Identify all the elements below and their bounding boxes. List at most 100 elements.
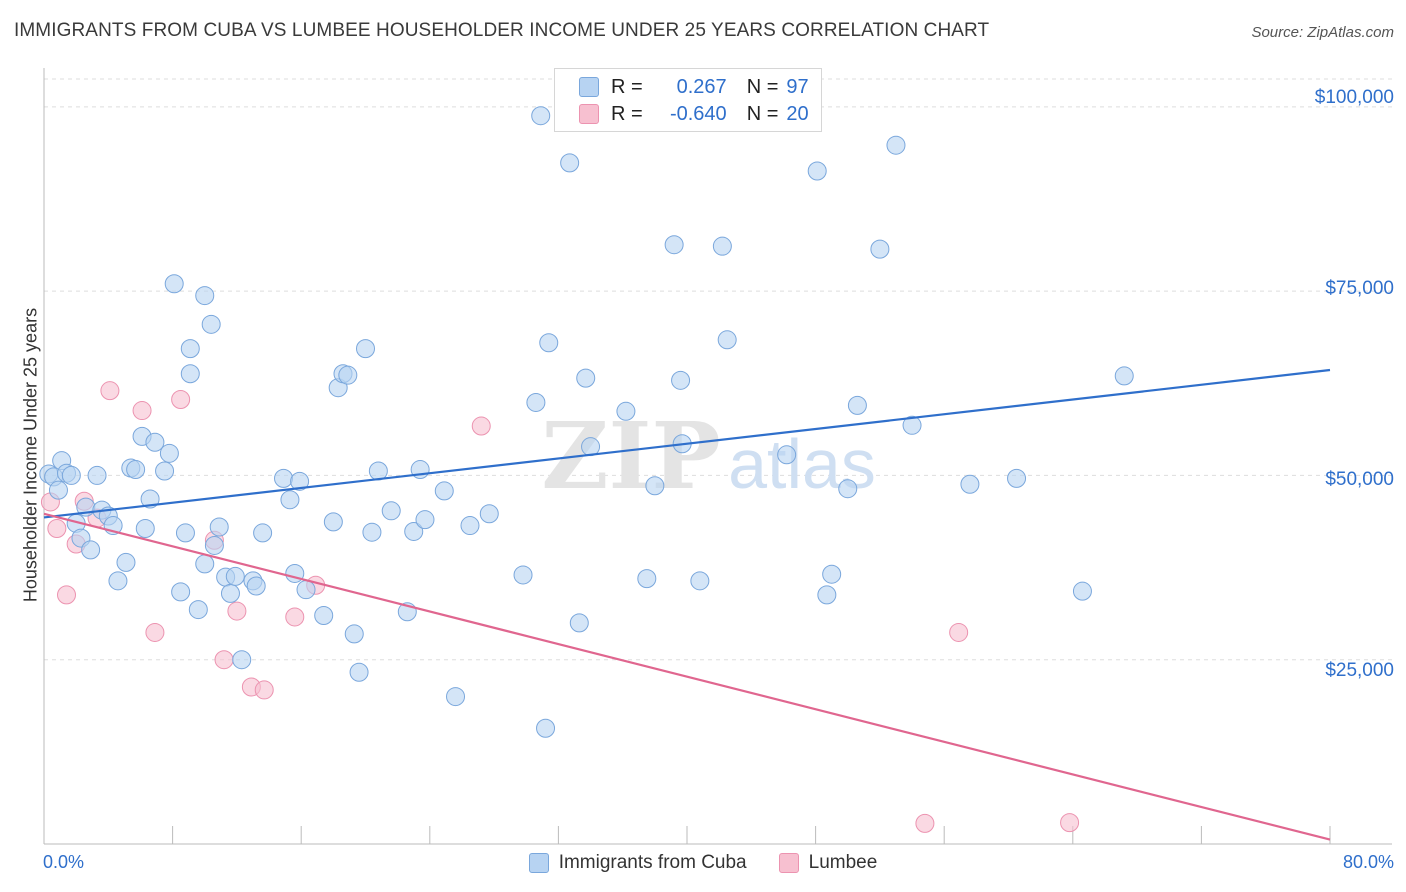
watermark: ZIP atlas: [541, 402, 876, 510]
cuba-point: [434, 481, 454, 501]
chart-title: IMMIGRANTS FROM CUBA VS LUMBEE HOUSEHOLD…: [14, 20, 990, 41]
cuba-point: [314, 605, 334, 625]
cuba-legend-swatch-icon: [528, 853, 549, 873]
cuba-point: [188, 600, 208, 620]
cuba-point: [777, 445, 797, 465]
cuba-point: [220, 583, 240, 603]
cuba-point: [140, 489, 160, 509]
legend-item-lumbee[interactable]: Lumbee: [778, 852, 878, 874]
cuba-point: [171, 582, 191, 602]
cuba-point: [560, 153, 580, 173]
y-tick-50000: $50,000: [1325, 469, 1394, 490]
cuba-point: [290, 471, 310, 491]
lumbee-legend-label: Lumbee: [808, 852, 878, 873]
cuba-point: [296, 580, 316, 600]
lumbee-point: [227, 601, 247, 621]
axes: [43, 68, 1392, 845]
cuba-point: [717, 330, 737, 350]
cuba-point: [531, 106, 551, 126]
cuba-point: [344, 624, 364, 644]
x-tick-max: 80.0%: [1342, 852, 1394, 872]
cuba-point: [204, 535, 224, 555]
cuba-trend-line: [43, 368, 1331, 519]
cuba-point: [526, 392, 546, 412]
cuba-point: [246, 576, 266, 596]
cuba-point: [902, 415, 922, 435]
cuba-point: [155, 461, 175, 481]
cuba-point: [280, 490, 300, 510]
cuba-point: [1114, 366, 1134, 386]
cuba-point: [349, 662, 369, 682]
series-legend: Immigrants from Cuba Lumbee: [0, 852, 1406, 874]
cuba-point: [960, 474, 980, 494]
cuba-point: [81, 540, 101, 560]
cuba-point: [807, 161, 827, 181]
cuba-point: [195, 286, 215, 306]
cuba-point: [381, 501, 401, 521]
n-label: N =: [746, 102, 779, 125]
cuba-point: [479, 504, 499, 524]
lumbee-point: [100, 381, 120, 401]
cuba-point: [145, 432, 165, 452]
cuba-point: [645, 476, 665, 496]
cuba-point: [116, 552, 136, 572]
cuba-point: [159, 443, 179, 463]
cuba-n-value: 97: [786, 75, 809, 98]
cuba-point: [126, 460, 146, 480]
cuba-point: [886, 135, 906, 155]
cuba-point: [362, 522, 382, 542]
cuba-point: [847, 395, 867, 415]
cuba-point: [87, 465, 107, 485]
cuba-point: [323, 512, 343, 532]
cuba-point: [201, 314, 221, 334]
cuba-point: [404, 521, 424, 541]
cuba-point: [253, 523, 273, 543]
cuba-point: [513, 565, 533, 585]
y-axis-label: Householder Income Under 25 years: [20, 307, 41, 603]
y-tick-100000: $100,000: [1314, 87, 1394, 108]
legend-row-lumbee: R = -0.640 N = 20: [579, 102, 809, 126]
cuba-point: [817, 585, 837, 605]
lumbee-point: [254, 680, 274, 700]
lumbee-point: [915, 813, 935, 833]
r-label: R =: [611, 102, 643, 125]
cuba-point: [209, 517, 229, 537]
cuba-point: [180, 364, 200, 384]
r-label: R =: [611, 75, 643, 98]
trend-lines: [43, 368, 1331, 841]
x-tick-min: 0.0%: [43, 852, 85, 872]
cuba-point: [175, 523, 195, 543]
n-label: N =: [746, 75, 779, 98]
y-tick-75000: $75,000: [1325, 278, 1394, 299]
lumbee-point: [132, 401, 152, 421]
cuba-point: [576, 368, 596, 388]
legend-item-cuba[interactable]: Immigrants from Cuba: [528, 852, 747, 874]
lumbee-r-value: -0.640: [669, 102, 727, 125]
cuba-point: [48, 480, 68, 500]
cuba-point: [338, 365, 358, 385]
cuba-point: [822, 564, 842, 584]
cuba-point: [671, 370, 691, 390]
gridlines: [44, 78, 1392, 661]
source-credit: Source: ZipAtlas.com: [1251, 24, 1394, 41]
legend-row-cuba: R = 0.267 N = 97: [579, 75, 809, 99]
cuba-point: [108, 571, 128, 591]
cuba-point: [712, 236, 732, 256]
cuba-point: [870, 239, 890, 259]
cuba-r-value: 0.267: [676, 75, 727, 98]
lumbee-n-value: 20: [786, 102, 809, 125]
cuba-point: [1007, 468, 1027, 488]
cuba-point: [164, 274, 184, 294]
cuba-point: [135, 519, 155, 539]
lumbee-point: [57, 585, 77, 605]
lumbee-point: [471, 416, 491, 436]
lumbee-point: [171, 390, 191, 410]
cuba-point: [569, 613, 589, 633]
cuba-point: [356, 339, 375, 359]
cuba-point: [838, 479, 858, 499]
cuba-point: [180, 339, 200, 359]
cuba-point: [664, 235, 684, 255]
lumbee-trend-line: [43, 512, 1331, 841]
lumbee-point: [214, 650, 234, 670]
